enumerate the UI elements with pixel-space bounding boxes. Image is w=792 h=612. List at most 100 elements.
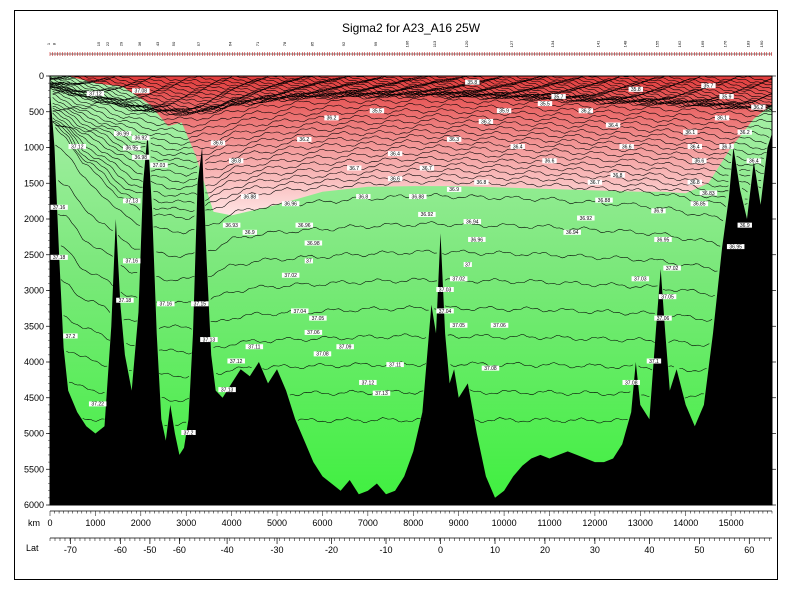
contour-label: 36.1 [685,130,695,136]
contour-label: 35.7 [554,94,564,100]
contour-label-bg [605,122,621,128]
contour-label-bg [737,129,752,135]
contour-label-bg [719,93,734,99]
contour-label: 37.11 [248,345,260,351]
contour-label-bg [68,144,86,149]
contour-label-bg [692,158,707,164]
contour-label-bg [463,219,482,225]
contour-label: 37.13 [375,391,388,397]
contour-label: 37.06 [307,330,320,336]
km-tick-label: 2000 [131,518,151,528]
contour-label: 36.93 [225,223,238,229]
contour-label-bg [113,131,132,137]
contour-label: 37.16 [53,205,66,211]
contour-label-bg [474,179,489,185]
contour-label: 37.02 [666,266,679,272]
contour-line [52,112,764,177]
y-tick-label: 5000 [24,429,44,439]
contour-label: 37.05 [452,323,465,329]
contour-label: 35.8 [631,87,641,93]
contour-line [55,124,748,212]
contour-line [52,89,773,116]
contour-label: 36.9 [449,187,459,193]
contour-label: 36.4 [513,144,523,150]
contour-label-bg [304,240,323,246]
contour-label: 37.08 [625,380,638,386]
contour-label-bg [222,222,241,228]
contour-label: 36.88 [598,198,611,204]
km-tick-label: 4000 [222,518,242,528]
contour-label: 36.6 [545,159,555,165]
contour-line [49,85,773,113]
lat-tick-label: -50 [143,545,156,555]
km-tick-label: 9000 [449,518,469,528]
km-tick-label: 7000 [358,518,378,528]
lat-tick-label: -30 [271,545,284,555]
contour-label: 36.92 [135,136,148,142]
contour-label: 36.2 [481,119,491,125]
y-tick-label: 500 [29,107,44,117]
contour-label: 37.13 [221,387,234,393]
km-tick-label: 11000 [537,518,561,528]
station-label: 99 [373,41,378,46]
y-tick-label: 1000 [24,143,44,153]
km-tick-label: 6000 [312,518,332,528]
contour-label-bg [551,93,566,99]
contour-label: 37.08 [484,366,497,372]
station-label: 64 [228,41,233,46]
contour-label-bg [309,315,327,321]
contour-label: 36.88 [412,194,425,200]
contour-label: 37.02 [284,273,297,279]
contour-label: 36.3 [449,137,459,143]
contour-label: 37 [306,259,312,265]
contour-line [49,76,773,90]
contour-line [52,93,773,135]
contour-label: 36.95 [729,244,742,250]
contour-line [52,106,767,151]
contour-label: 36.4 [749,159,759,165]
contour-line [49,76,773,87]
contour-label-bg [436,287,454,292]
contour-label-bg [595,197,613,203]
contour-label: 37.04 [293,309,306,315]
contour-label: 37.03 [634,277,647,283]
contour-label: 37.11 [389,362,401,368]
contour-label-bg [242,229,257,235]
contour-label-bg [478,118,494,124]
y-tick-label: 1500 [24,178,44,188]
contour-label-bg [281,201,300,207]
contour-label-bg [719,144,734,149]
contour-label-bg [63,333,78,339]
contour-label: 37.08 [316,352,329,358]
contour-line [52,117,762,184]
contour-label: 36.6 [390,176,400,182]
contour-label: 36.92 [421,212,434,218]
contour-label-bg [751,104,766,110]
contour-label-bg [409,194,427,200]
contour-label-bg [463,261,472,267]
contour-label: 35.7 [704,84,714,90]
contour-label: 37.12 [89,91,102,97]
lat-tick-label: -70 [64,545,77,555]
contour-label: 37.22 [91,402,104,408]
contour-label-bg [181,430,196,435]
contour-label: 36.96 [471,237,484,243]
contour-line [52,110,764,163]
contour-label-bg [610,172,625,178]
km-tick-label: 12000 [582,518,607,528]
contour-label-bg [387,151,403,157]
contour-label-bg [347,165,362,171]
contour-line [52,90,772,121]
contour-label: 37.05 [312,316,325,322]
contour-line [49,82,773,110]
contour-label-bg [228,158,244,164]
contour-label-bg [496,108,512,114]
lat-tick-label: 60 [744,545,754,555]
station-label: 183 [745,40,750,47]
contour-label-bg [683,129,698,135]
plot-area: 37.08 37.12 36.99 36.92 36.95 36.98 37.03 37.12… [49,75,773,506]
lat-tick-label: -60 [173,545,186,555]
contour-label: 37.16 [160,302,173,308]
lat-tick-label: -20 [325,545,338,555]
contour-label: 36.99 [116,131,129,137]
